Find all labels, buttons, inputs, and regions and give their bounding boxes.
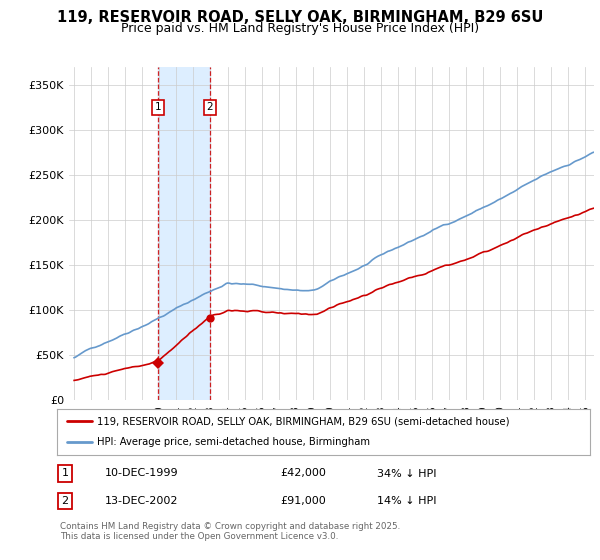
Text: 119, RESERVOIR ROAD, SELLY OAK, BIRMINGHAM, B29 6SU: 119, RESERVOIR ROAD, SELLY OAK, BIRMINGH… <box>57 10 543 25</box>
Text: 14% ↓ HPI: 14% ↓ HPI <box>377 496 436 506</box>
Text: HPI: Average price, semi-detached house, Birmingham: HPI: Average price, semi-detached house,… <box>97 437 370 447</box>
Text: £42,000: £42,000 <box>281 469 326 478</box>
Bar <box>158 67 209 400</box>
Text: 1: 1 <box>61 469 68 478</box>
Text: 2: 2 <box>61 496 68 506</box>
Text: 119, RESERVOIR ROAD, SELLY OAK, BIRMINGHAM, B29 6SU (semi-detached house): 119, RESERVOIR ROAD, SELLY OAK, BIRMINGH… <box>97 416 509 426</box>
Text: Contains HM Land Registry data © Crown copyright and database right 2025.
This d: Contains HM Land Registry data © Crown c… <box>60 522 400 542</box>
Text: 13-DEC-2002: 13-DEC-2002 <box>105 496 178 506</box>
Text: 34% ↓ HPI: 34% ↓ HPI <box>377 469 436 478</box>
Text: 2: 2 <box>206 102 213 112</box>
Text: Price paid vs. HM Land Registry's House Price Index (HPI): Price paid vs. HM Land Registry's House … <box>121 22 479 35</box>
Text: 1: 1 <box>155 102 161 112</box>
Text: 10-DEC-1999: 10-DEC-1999 <box>105 469 179 478</box>
Text: £91,000: £91,000 <box>281 496 326 506</box>
